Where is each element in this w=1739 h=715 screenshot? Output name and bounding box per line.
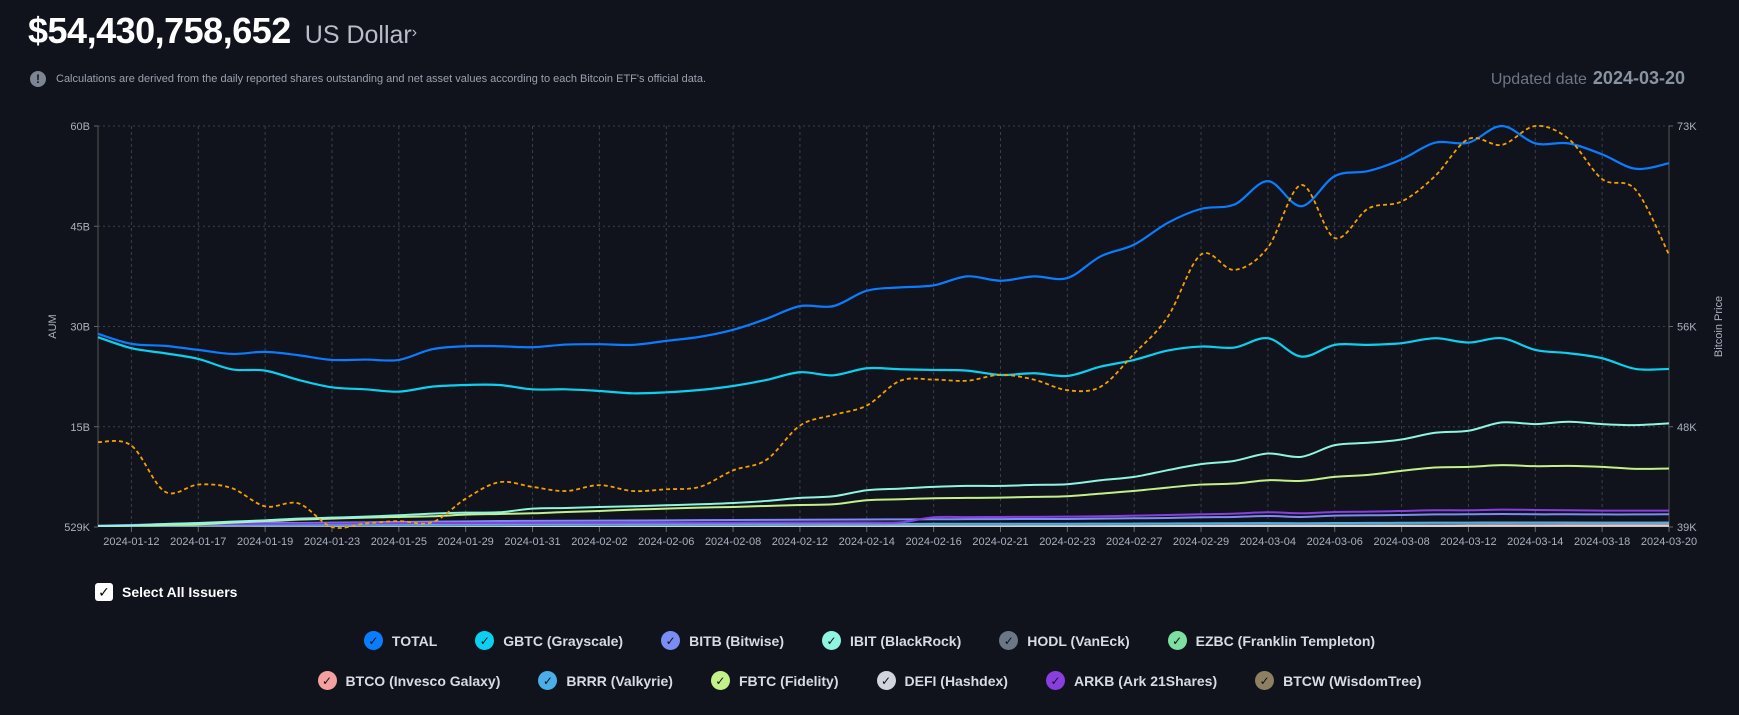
x-tick-label: 2024-01-17: [170, 536, 226, 548]
currency-selector[interactable]: US Dollar›: [305, 21, 417, 50]
legend-label: BTCO (Invesco Galaxy): [345, 672, 501, 689]
x-tick-label: 2024-01-23: [304, 536, 360, 548]
check-circle-icon: ✓: [661, 631, 681, 650]
legend-label: EZBC (Franklin Templeton): [1195, 632, 1376, 649]
x-tick-label: 2024-02-06: [638, 536, 694, 548]
info-note: ! Calculations are derived from the dail…: [30, 71, 706, 87]
check-circle-icon: ✓: [1167, 631, 1187, 650]
legend-label: IBIT (BlackRock): [849, 632, 962, 649]
legend-item[interactable]: ✓ ARKB (Ark 21Shares): [1045, 671, 1218, 690]
y2-tick-label: 48K: [1677, 422, 1697, 434]
legend-item[interactable]: ✓ HODL (VanEck): [999, 631, 1130, 650]
aum-chart: 529K 15B 30B 45B 60B 39K 48K 56K 73K 2024-01-12 20…: [47, 121, 1725, 548]
legend-label: BRRR (Valkyrie): [566, 672, 673, 689]
chevron-right-icon: ›: [411, 24, 418, 41]
legend-item[interactable]: ✓ BRRR (Valkyrie): [538, 671, 673, 690]
legend-item[interactable]: ✓ EZBC (Franklin Templeton): [1167, 631, 1376, 650]
check-circle-icon: ✓: [538, 671, 558, 690]
x-tick-label: 2024-01-29: [438, 536, 494, 548]
updated-label: Updated date: [1490, 71, 1587, 88]
x-tick-label: 2024-02-27: [1106, 536, 1162, 548]
select-all-label: Select All Issuers: [122, 584, 238, 600]
legend-item[interactable]: ✓ TOTAL: [363, 631, 438, 650]
x-tick-label: 2024-03-20: [1641, 536, 1697, 548]
x-tick-label: 2024-02-21: [972, 536, 1028, 548]
y2-tick-label: 73K: [1677, 121, 1697, 133]
check-circle-icon: ✓: [876, 671, 896, 690]
series-line-brrr: [97, 521, 1670, 527]
x-tick-label: 2024-03-06: [1307, 536, 1363, 548]
legend-label: GBTC (Grayscale): [503, 632, 624, 649]
check-circle-icon: ✓: [710, 671, 730, 690]
legend-item[interactable]: ✓ IBIT (BlackRock): [821, 631, 962, 650]
series-line-arkb: [97, 508, 1669, 527]
y2-tick-label: 56K: [1677, 322, 1697, 334]
select-all-issuers-checkbox[interactable]: ✓ Select All Issuers: [95, 583, 237, 601]
legend-item[interactable]: ✓ GBTC (Grayscale): [475, 631, 623, 650]
x-tick-label: 2024-02-08: [705, 536, 761, 548]
x-tick-label: 2024-02-29: [1173, 536, 1229, 548]
x-tick-label: 2024-02-02: [571, 536, 627, 548]
x-tick-label: 2024-03-08: [1373, 536, 1429, 548]
y-tick-label: 60B: [70, 121, 90, 133]
check-circle-icon: ✓: [475, 631, 495, 650]
x-tick-label: 2024-01-12: [103, 536, 159, 548]
y2-tick-label: 39K: [1677, 522, 1697, 534]
legend-row-2: ✓ BTCO (Invesco Galaxy) ✓ BRRR (Valkyrie) ✓ F…: [0, 671, 1739, 690]
x-tick-label: 2024-01-19: [237, 536, 293, 548]
legend-item[interactable]: ✓ FBTC (Fidelity): [710, 671, 839, 690]
y-tick-label: 529K: [64, 522, 90, 534]
exclamation-circle-icon: !: [30, 71, 46, 87]
series-line-ibit: [97, 420, 1670, 527]
bitcoin-price-line: [97, 125, 1670, 529]
legend-item[interactable]: ✓ BITB (Bitwise): [661, 631, 784, 650]
x-tick-label: 2024-03-18: [1574, 536, 1630, 548]
check-circle-icon: ✓: [1255, 671, 1275, 690]
y-tick-label: 45B: [70, 221, 90, 233]
check-circle-icon: ✓: [317, 671, 337, 690]
checkbox-checked-icon: ✓: [95, 583, 113, 601]
x-tick-label: 2024-03-14: [1507, 536, 1563, 548]
series-line-total: [97, 124, 1670, 362]
check-circle-icon: ✓: [1045, 671, 1065, 690]
legend-label: BITB (Bitwise): [689, 632, 784, 649]
legend-label: BTCW (WisdomTree): [1283, 672, 1422, 689]
info-text: Calculations are derived from the daily …: [56, 73, 707, 85]
x-tick-label: 2024-03-12: [1440, 536, 1496, 548]
legend-label: TOTAL: [391, 632, 438, 649]
updated-date: Updated date 2024-03-20: [1491, 68, 1685, 89]
check-circle-icon: ✓: [821, 631, 841, 650]
y-tick-label: 30B: [70, 322, 90, 334]
x-tick-label: 2024-02-12: [772, 536, 828, 548]
check-circle-icon: ✓: [999, 631, 1019, 650]
series-line-gbtc: [97, 336, 1670, 395]
x-tick-label: 2024-01-25: [371, 536, 427, 548]
check-circle-icon: ✓: [363, 631, 383, 650]
x-tick-label: 2024-02-16: [905, 536, 961, 548]
x-tick-label: 2024-03-04: [1240, 536, 1296, 548]
legend-item[interactable]: ✓ BTCO (Invesco Galaxy): [317, 671, 501, 690]
y-tick-label: 15B: [70, 422, 90, 434]
currency-label: US Dollar: [304, 21, 412, 49]
legend-item[interactable]: ✓ BTCW (WisdomTree): [1255, 671, 1421, 690]
x-tick-label: 2024-01-31: [504, 536, 560, 548]
header: $54,430,758,652 US Dollar›: [28, 10, 417, 52]
legend-item[interactable]: ✓ DEFI (Hashdex): [876, 671, 1008, 690]
legend-label: DEFI (Hashdex): [904, 672, 1008, 689]
legend-label: HODL (VanEck): [1027, 632, 1130, 649]
total-aum-value: $54,430,758,652: [28, 10, 291, 51]
x-tick-label: 2024-02-14: [839, 536, 895, 548]
y2-axis-label: Bitcoin Price: [1713, 296, 1725, 357]
updated-value: 2024-03-20: [1592, 68, 1685, 88]
legend-label: ARKB (Ark 21Shares): [1073, 672, 1218, 689]
legend-label: FBTC (Fidelity): [738, 672, 839, 689]
legend-row-1: ✓ TOTAL ✓ GBTC (Grayscale) ✓ BITB (Bitwise) ✓ I…: [0, 631, 1739, 650]
x-tick-label: 2024-02-23: [1039, 536, 1095, 548]
y-axis-label: AUM: [47, 314, 59, 338]
